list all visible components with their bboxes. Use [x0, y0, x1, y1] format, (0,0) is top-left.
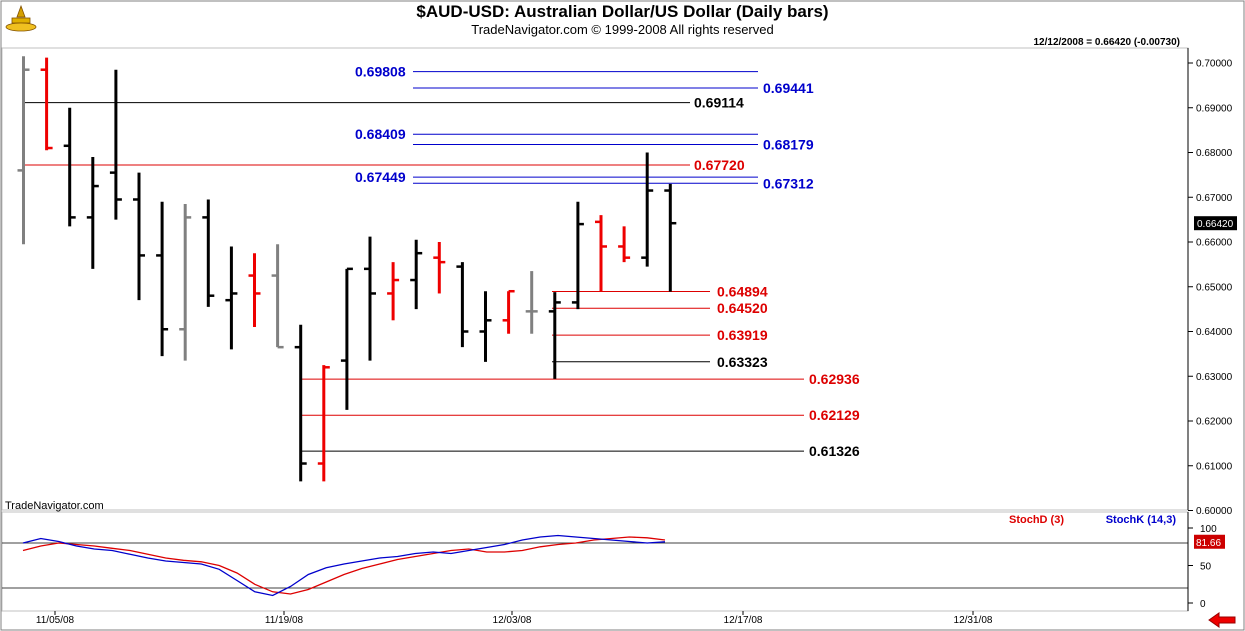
date-tick-label: 11/05/08: [36, 615, 75, 626]
legend-stoch-d: StochD (3): [1009, 514, 1064, 526]
last-price-label: 0.66420: [1197, 219, 1234, 230]
level-label: 0.69441: [763, 80, 814, 96]
level-label: 0.64520: [717, 300, 768, 316]
stoch-tick-label: 50: [1200, 562, 1212, 573]
price-tick-label: 0.60000: [1196, 506, 1233, 517]
chart-subtitle: TradeNavigator.com © 1999-2008 All right…: [471, 22, 774, 37]
level-label: 0.63919: [717, 327, 768, 343]
date-tick-label: 11/19/08: [265, 615, 304, 626]
price-tick-label: 0.62000: [1196, 417, 1233, 428]
price-tick-label: 0.67000: [1196, 193, 1233, 204]
legend-stoch-k: StochK (14,3): [1105, 514, 1176, 526]
price-tick-label: 0.70000: [1196, 59, 1233, 70]
trade-navigator-logo-icon: [4, 3, 38, 33]
price-tick-label: 0.61000: [1196, 461, 1233, 472]
stoch-series-line: [22, 536, 666, 595]
watermark: TradeNavigator.com: [5, 500, 104, 512]
level-label: 0.69808: [355, 64, 406, 80]
scroll-left-arrow-icon[interactable]: [1207, 612, 1237, 628]
level-label: 0.64894: [717, 283, 768, 299]
level-label: 0.69114: [694, 95, 744, 111]
chart-title: $AUD-USD: Australian Dollar/US Dollar (D…: [416, 2, 829, 21]
price-panel-frame: [1, 47, 1189, 511]
level-label: 0.63323: [717, 354, 768, 370]
level-label: 0.62129: [809, 407, 860, 423]
stoch-tick-label: 100: [1200, 524, 1217, 535]
stoch-last-value-label: 81.66: [1196, 538, 1221, 549]
last-quote: 12/12/2008 = 0.66420 (-0.00730): [1033, 37, 1180, 48]
level-label: 0.67720: [694, 157, 745, 173]
price-tick-label: 0.68000: [1196, 148, 1233, 159]
stochastic-panel: 100 50 0 81.66: [2, 512, 1225, 611]
level-label: 0.68409: [355, 126, 406, 142]
level-label: 0.62936: [809, 371, 860, 387]
price-tick-label: 0.65000: [1196, 282, 1233, 293]
level-label: 0.67449: [355, 169, 406, 185]
last-price-box: [1194, 216, 1237, 231]
level-label: 0.68179: [763, 136, 814, 152]
date-tick-label: 12/17/08: [724, 615, 763, 626]
stoch-last-value-box: [1194, 534, 1225, 549]
price-tick-label: 0.64000: [1196, 327, 1233, 338]
price-tick-label: 0.63000: [1196, 372, 1233, 383]
indicator-panel-frame: [1, 511, 1189, 612]
stoch-series-line: [22, 534, 666, 597]
date-x-axis: 11/05/08 11/19/08 12/03/08 12/17/08 12/31/08: [36, 611, 993, 626]
price-tick-label: 0.69000: [1196, 103, 1233, 114]
date-tick-label: 12/31/08: [954, 615, 993, 626]
stoch-tick-label: 0: [1200, 599, 1206, 610]
price-tick-label: 0.66000: [1196, 238, 1233, 249]
date-tick-label: 12/03/08: [493, 615, 532, 626]
level-label: 0.67312: [763, 175, 814, 191]
support-resistance-levels: 0.69808 0.69441 0.69114 0.68409 0.68179 0.677…: [23, 64, 860, 459]
price-y-axis: 0.70000 0.69000 0.68000 0.67000 0.66000 0.650…: [1187, 48, 1237, 517]
price-bars: [17, 56, 677, 482]
level-label: 0.61326: [809, 443, 860, 459]
